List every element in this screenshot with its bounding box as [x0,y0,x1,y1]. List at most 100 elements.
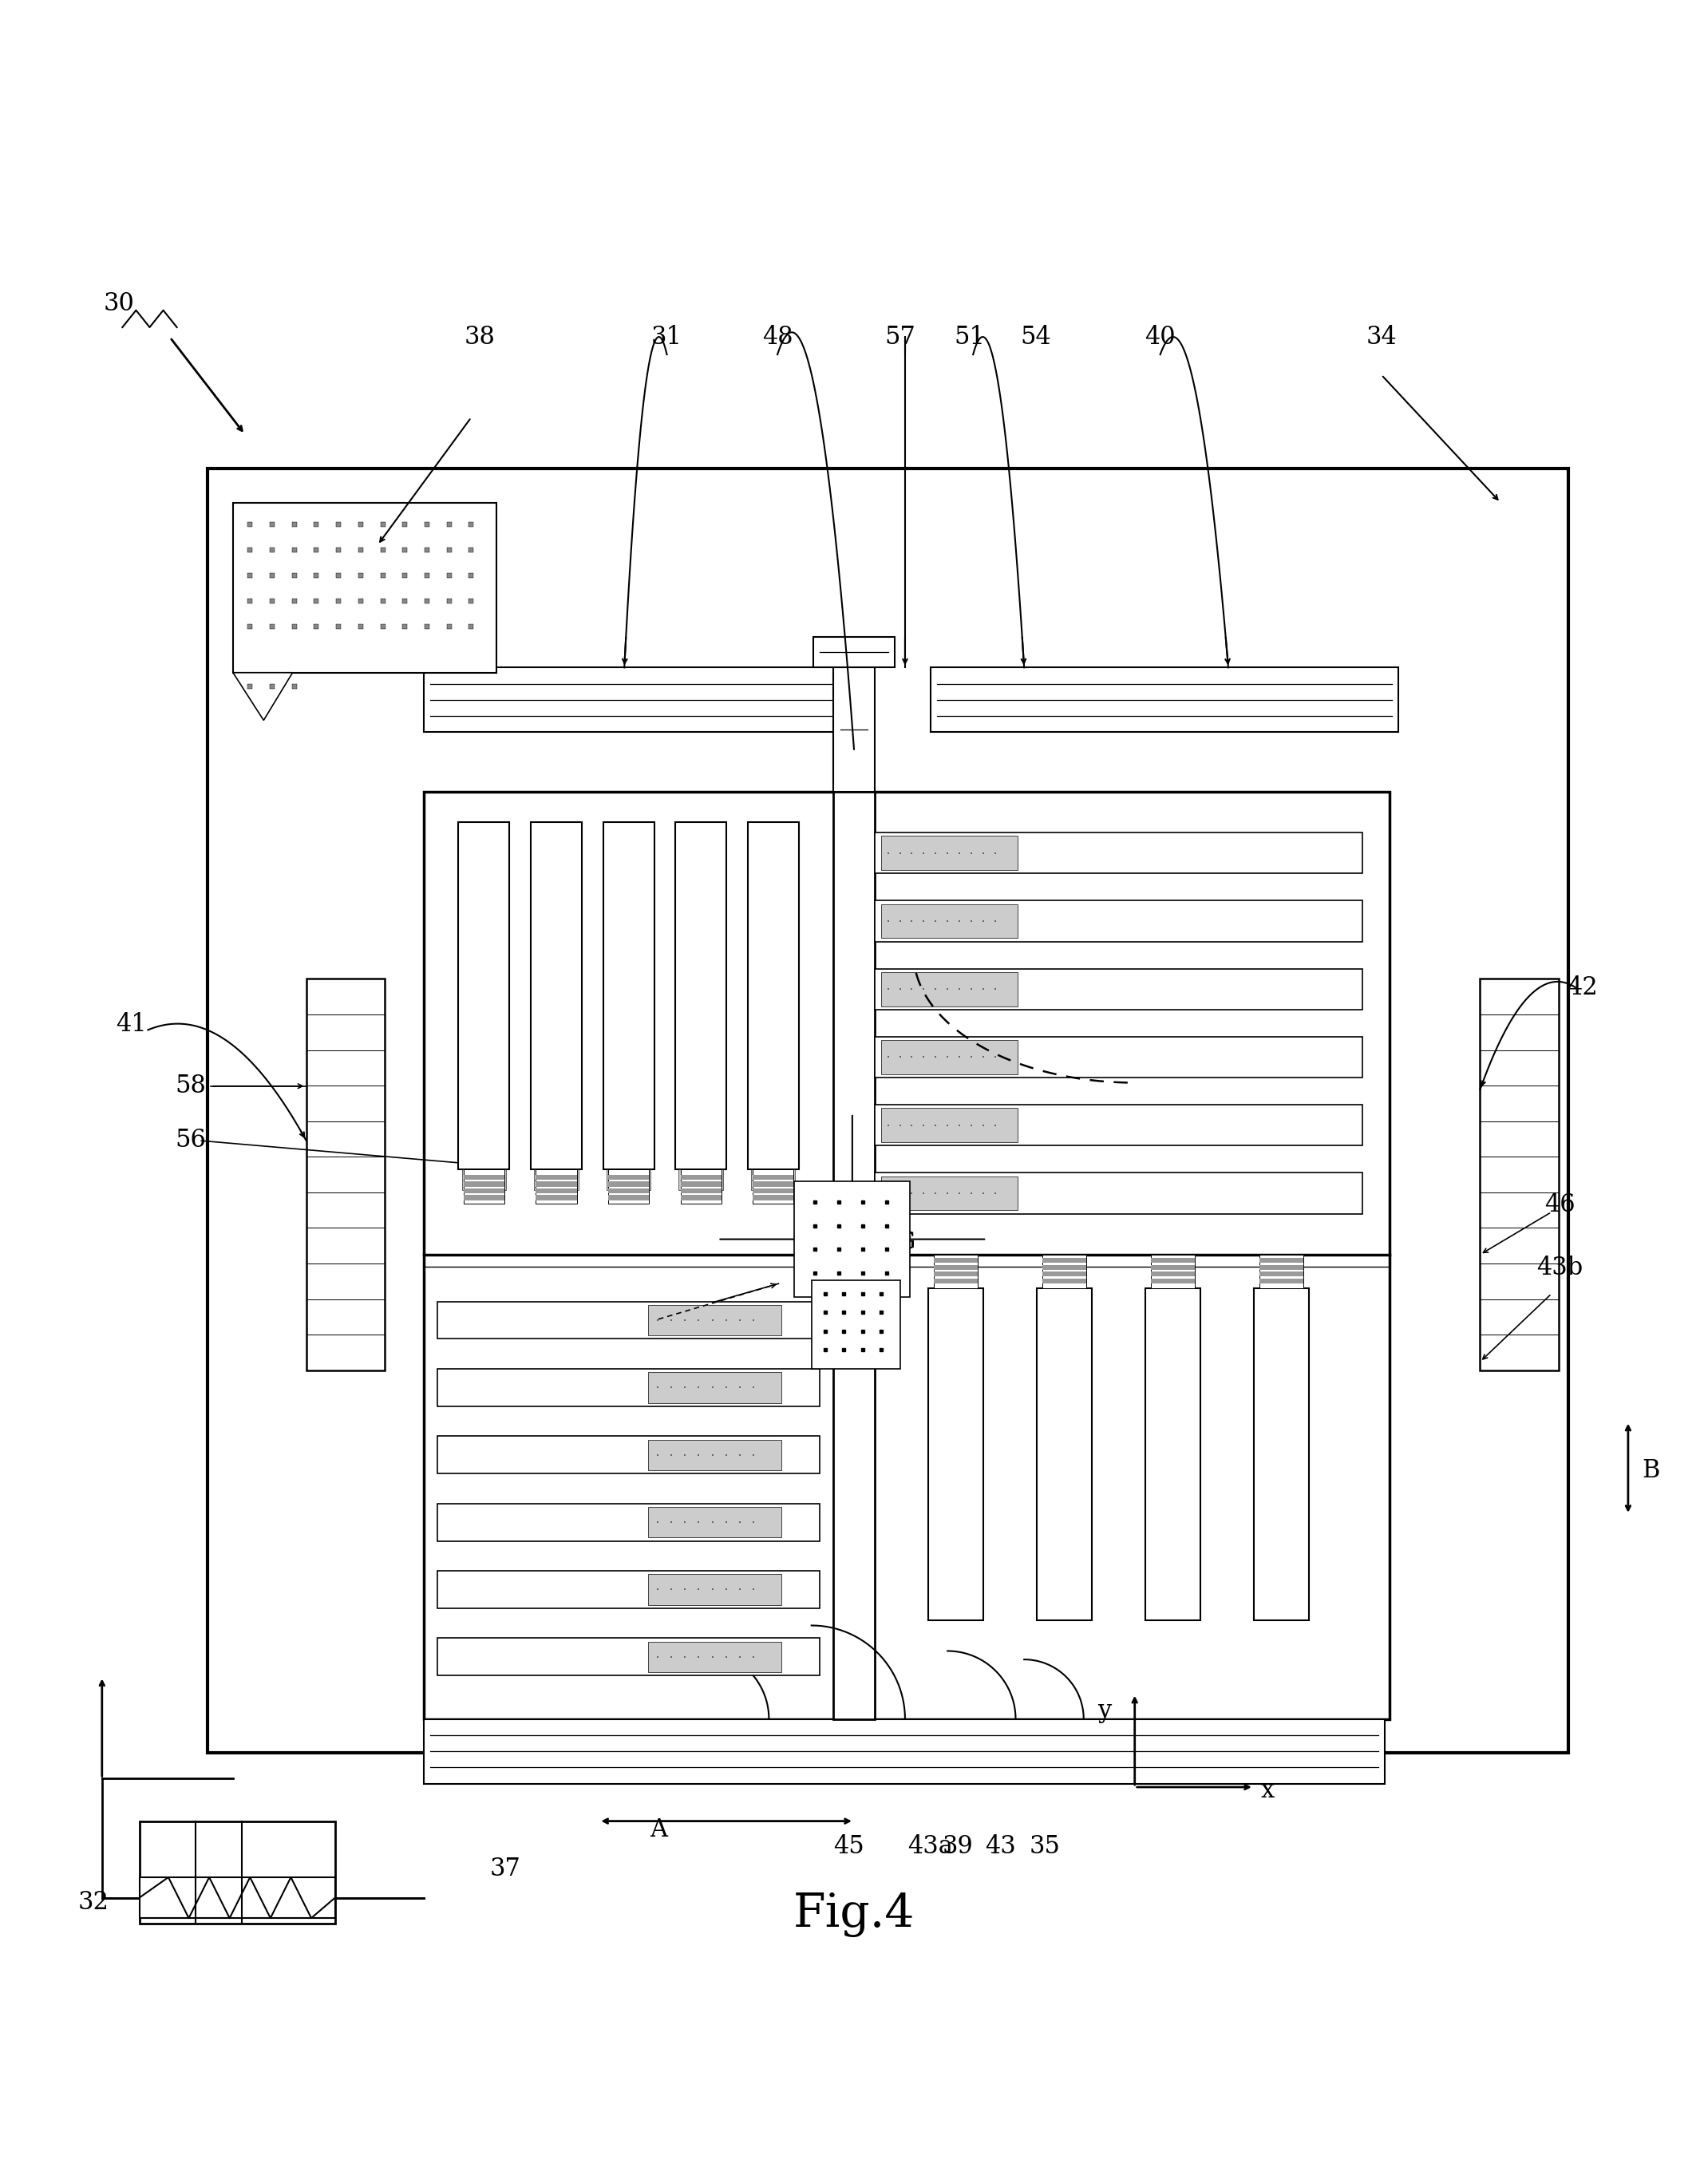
Bar [424,791,1390,1719]
Text: x: x [1261,1778,1274,1802]
Text: 51: 51 [955,325,986,351]
Bar [874,1105,1363,1146]
Bar [437,1436,820,1473]
Bar [536,1170,577,1203]
Bar [536,1194,577,1201]
Bar [647,1440,782,1471]
Bar [424,1719,1385,1785]
Bar [834,667,874,791]
Bar [753,1174,794,1179]
Bar [753,1170,794,1203]
Bar [934,1264,979,1270]
Text: 40: 40 [1144,325,1175,351]
Bar [1481,978,1558,1371]
Bar [881,1177,1018,1209]
Text: 45: 45 [834,1835,864,1859]
Bar [463,1194,504,1201]
Bar [1042,1279,1086,1283]
Bar [1042,1257,1086,1264]
Bar [934,1255,979,1288]
Bar [1037,1288,1091,1621]
Bar [207,468,1568,1754]
Bar [437,1639,820,1676]
Bar [680,1181,721,1188]
Bar [881,1109,1018,1142]
Bar [531,821,582,1170]
Bar [140,1822,335,1924]
Text: 42: 42 [1566,974,1597,1000]
Bar [536,1181,577,1188]
Bar [1042,1273,1086,1277]
Text: 48: 48 [762,325,793,351]
Text: 34: 34 [1366,325,1397,351]
Text: 32: 32 [79,1891,109,1915]
Text: 58: 58 [174,1074,207,1098]
Polygon shape [232,673,292,721]
Bar [881,837,1018,869]
Bar [608,1181,649,1188]
Bar [752,1170,796,1190]
Bar [1151,1273,1196,1277]
Bar [608,1170,649,1203]
Bar [536,1174,577,1179]
Bar [874,1172,1363,1214]
Bar [929,1288,984,1621]
Bar [1259,1257,1303,1264]
Text: 38: 38 [465,325,495,351]
Bar [608,1188,649,1194]
Text: Fig.4: Fig.4 [793,1891,915,1937]
Bar [647,1508,782,1538]
Bar [608,1174,649,1179]
Bar [794,1181,910,1297]
Bar [306,978,384,1371]
Bar [931,667,1399,732]
Bar [437,1301,820,1338]
Bar [1151,1255,1196,1288]
Bar [458,821,509,1170]
Bar [1259,1255,1303,1288]
Bar [232,503,497,673]
Bar [753,1181,794,1188]
Text: 43b: 43b [1537,1255,1583,1281]
Bar [608,1194,649,1201]
Text: 35: 35 [1028,1835,1061,1859]
Bar [606,1170,651,1190]
Bar [647,1641,782,1671]
Bar [424,667,857,732]
Bar [680,1170,721,1203]
Text: 44: 44 [610,1307,640,1331]
Bar [1254,1288,1308,1621]
Bar [437,1368,820,1405]
Bar [934,1257,979,1264]
Bar [1259,1264,1303,1270]
Text: 57: 57 [885,325,915,351]
Bar [536,1188,577,1194]
Bar [647,1573,782,1604]
Bar [811,1279,900,1368]
Bar [1151,1264,1196,1270]
Bar [463,1174,504,1179]
Bar [680,1194,721,1201]
Bar [881,972,1018,1007]
Bar [437,1504,820,1541]
Bar [934,1273,979,1277]
Bar [680,1174,721,1179]
Text: 56: 56 [174,1129,207,1153]
Bar [603,821,654,1170]
Bar [535,1170,579,1190]
Text: 36: 36 [285,1891,316,1915]
Text: 43a: 43a [909,1835,953,1859]
Bar [437,1571,820,1608]
Bar [874,970,1363,1009]
Text: B: B [1641,1458,1660,1484]
Bar [934,1279,979,1283]
Bar [1151,1279,1196,1283]
Bar [753,1188,794,1194]
Text: 31: 31 [651,325,683,351]
Text: 54: 54 [1021,325,1052,351]
Bar [834,791,874,1719]
Text: y: y [1097,1697,1110,1724]
Bar [881,1039,1018,1074]
Bar [1042,1264,1086,1270]
Bar [463,1188,504,1194]
